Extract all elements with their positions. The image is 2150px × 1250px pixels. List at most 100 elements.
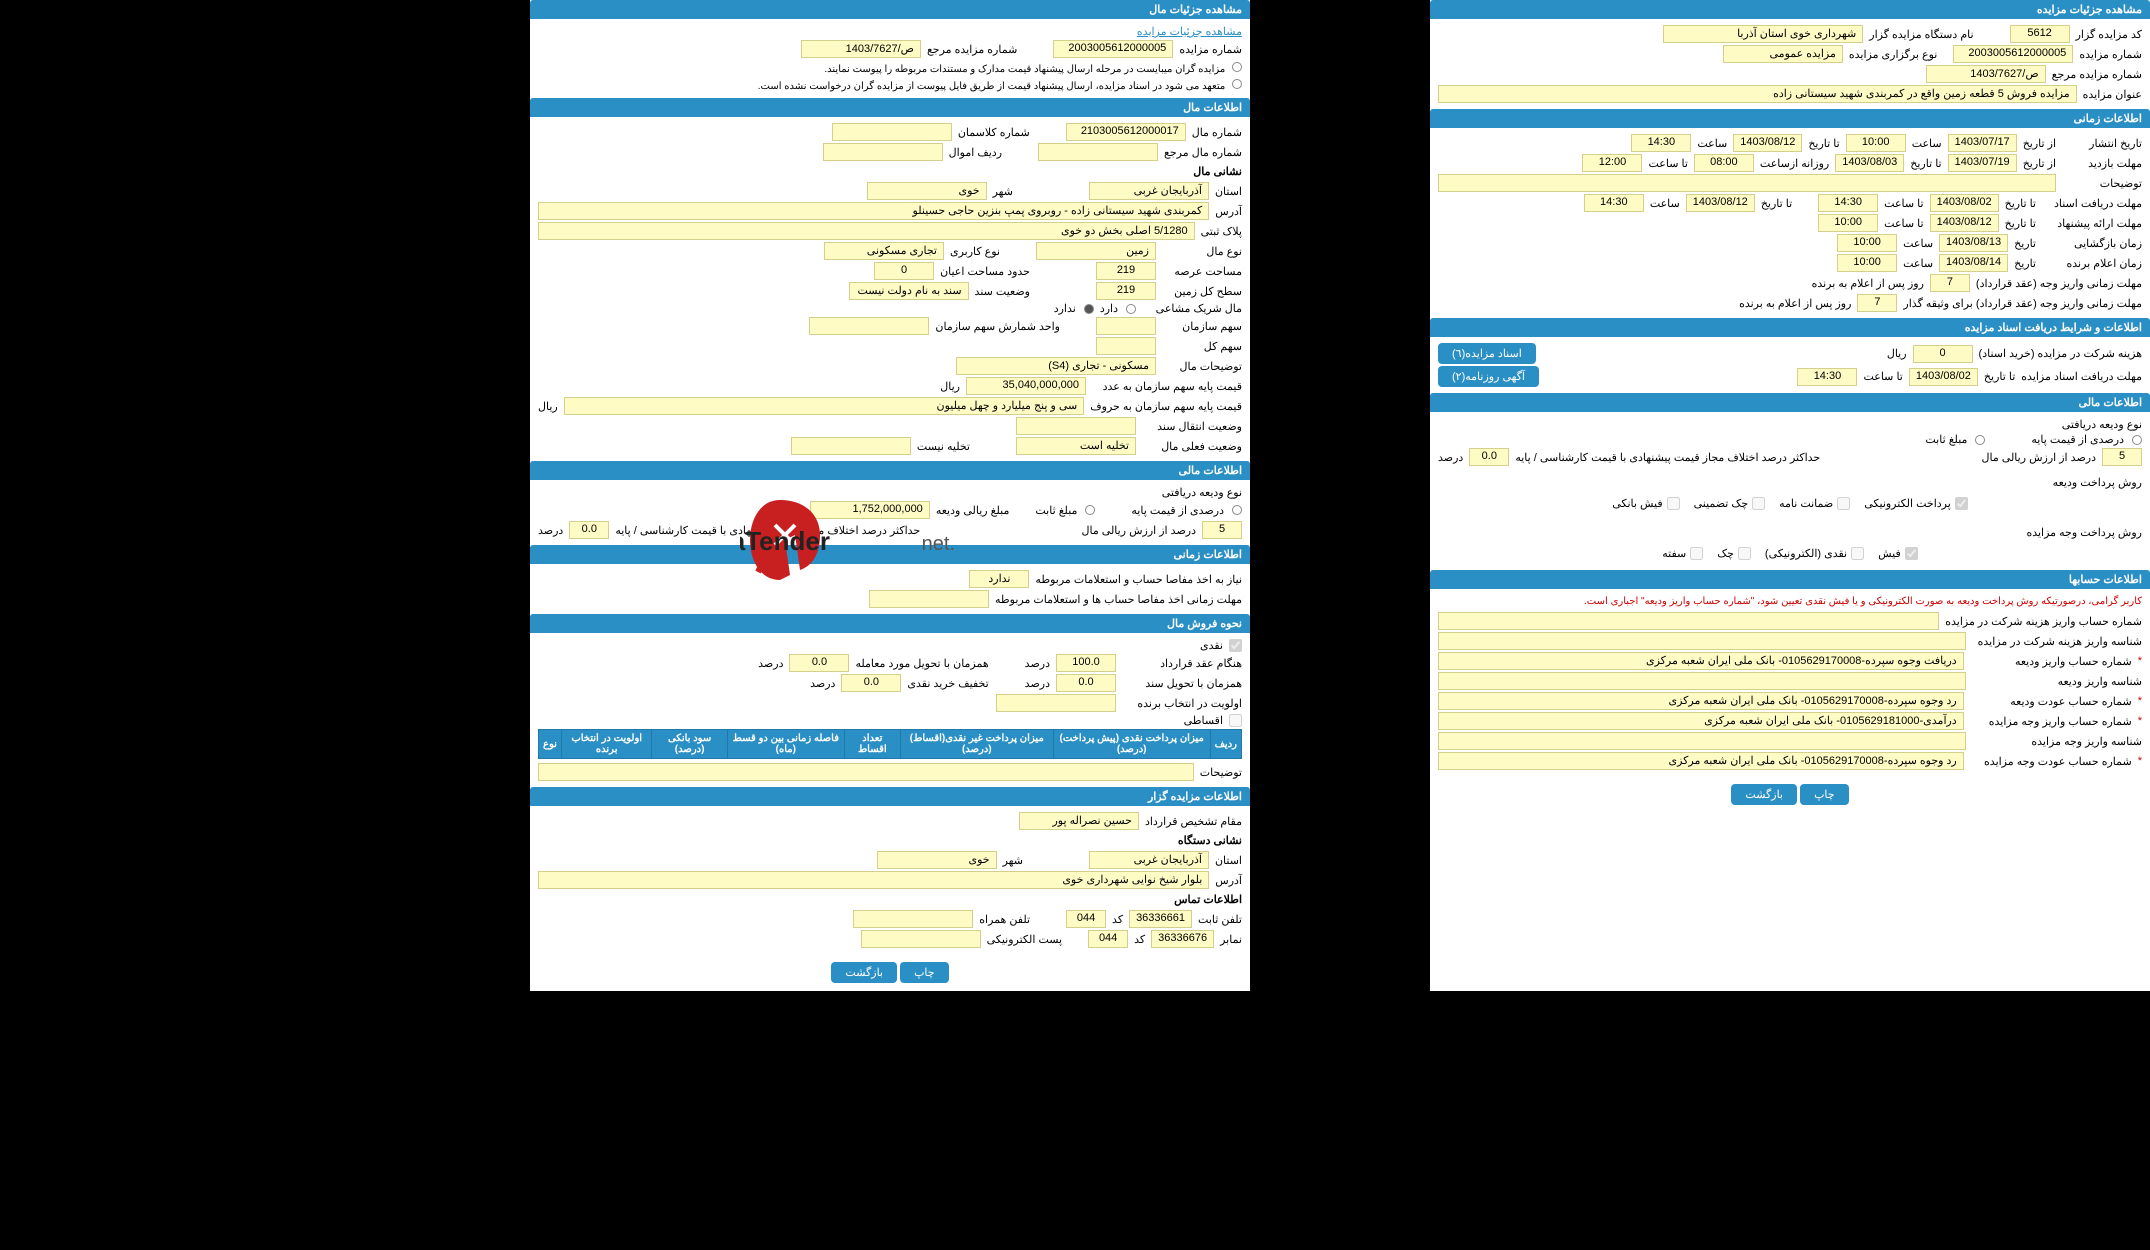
fld-city: خوی (867, 182, 987, 200)
fld-doc-transfer: 0.0 (1056, 674, 1116, 692)
fld-receive-d: 1403/08/02 (1909, 368, 1978, 386)
fld-addr: کمربندی شهید سیستانی زاده - روبروی پمپ ب… (538, 202, 1209, 220)
chk-slip[interactable] (1905, 547, 1918, 560)
th-count: تعداد اقساط (844, 730, 900, 759)
lbl-open: زمان بازگشایی (2042, 237, 2142, 250)
fld-device: شهرداری خوی استان آذربا (1663, 25, 1863, 43)
th-type: نوع (539, 730, 562, 759)
fld-acc6: درآمدی-0105629181000- بانک ملی ایران شعب… (1438, 712, 1964, 730)
fld-priority (996, 694, 1116, 712)
fld-publish-to-t: 14:30 (1631, 134, 1691, 152)
radio-pct-l[interactable] (1232, 505, 1242, 515)
fld-doc-t2: 14:30 (1584, 194, 1644, 212)
fld-desc (1438, 174, 2056, 192)
fld-code1: 044 (1066, 910, 1106, 928)
lbl-from: از تاریخ (2023, 137, 2056, 150)
chk-cash[interactable] (1229, 639, 1242, 652)
lbl-pay-deadline: مهلت زمانی واریز وجه (عقد قرارداد) (1976, 277, 2142, 290)
sub-contact: اطلاعات تماس (538, 891, 1242, 908)
fld-use-type: تجاری مسکونی (824, 242, 944, 260)
fld-city2: خوی (877, 851, 997, 869)
fld-province2: آذربایجان غربی (1089, 851, 1209, 869)
fld-pct-l: 5 (1202, 521, 1242, 539)
fld-acc3: دریافت وجوه سپرده-0105629170008- بانک مل… (1438, 652, 1964, 670)
fld-fax: 36336676 (1151, 930, 1214, 948)
fld-vacate (791, 437, 911, 455)
fld-authority: حسین نصراله پور (1019, 812, 1139, 830)
btn-ads[interactable]: آگهی روزنامه(٢) (1438, 366, 1539, 387)
fld-asset-type: زمین (1036, 242, 1156, 260)
btn-back-l[interactable]: بازگشت (831, 962, 897, 983)
th-noncash: میزان پرداخت غیر نقدی(اقساط) (درصد) (900, 730, 1053, 759)
chk-installment[interactable] (1229, 714, 1242, 727)
fld-phone: 36336661 (1129, 910, 1192, 928)
th-row: ردیف (1210, 730, 1241, 759)
radio-fixed[interactable] (1975, 435, 1985, 445)
fld-acc7 (1438, 732, 1966, 750)
fld-auction-code: 5612 (2010, 25, 2070, 43)
fld-acc5: رد وجوه سپرده-0105629170008- بانک ملی ای… (1438, 692, 1964, 710)
radio-fixed-l[interactable] (1085, 505, 1095, 515)
sec-doc-receive: اطلاعات و شرایط دریافت اسناد مزایده (1430, 318, 2150, 337)
right-column: مشاهده جزئیات مزایده کد مزایده گزار 5612… (1430, 0, 2150, 991)
fld-area: 219 (1096, 262, 1156, 280)
notice1: مزایده گران میبایست در مرحله ارسال پیشنه… (538, 60, 1242, 77)
radio-percent[interactable] (2132, 435, 2142, 445)
lbl-publish: تاریخ انتشار (2062, 137, 2142, 150)
btn-back-r[interactable]: بازگشت (1731, 784, 1797, 805)
fld-title: مزایده فروش 5 قطعه زمین واقع در کمربندی … (1438, 85, 2077, 103)
fld-receive-t: 14:30 (1797, 368, 1857, 386)
fld-publish-to: 1403/08/12 (1733, 134, 1802, 152)
fld-addr2: بلوار شیخ نوایی شهرداری خوی (538, 871, 1209, 889)
th-priority: اولویت در انتخاب برنده (561, 730, 651, 759)
radio-has[interactable] (1126, 304, 1136, 314)
fld-visit-to: 1403/08/03 (1835, 154, 1904, 172)
sec-sale: نحوه فروش مال (530, 614, 1250, 633)
notice2: متعهد می شود در اسناد مزایده، ارسال پیشن… (538, 77, 1242, 94)
fld-open-t: 10:00 (1837, 234, 1897, 252)
th-interest: سود بانکی (درصد) (652, 730, 727, 759)
fld-pay-days2: 7 (1857, 294, 1897, 312)
fld-l-ref: ص/1403/7627 (801, 40, 921, 58)
th-prepay: میزان پرداخت نقدی (پیش پرداخت) (درصد) (1053, 730, 1210, 759)
fld-publish-from-t: 10:00 (1846, 134, 1906, 152)
chk-check[interactable] (1738, 547, 1751, 560)
lbl-deposit-method: روش پرداخت ودیعه (2053, 476, 2142, 489)
fld-acc2 (1438, 632, 1966, 650)
fld-announce-t: 10:00 (1837, 254, 1897, 272)
logo-text: AriaTender (740, 526, 830, 556)
chk-guarantee-chk[interactable] (1752, 497, 1765, 510)
chk-cash-e[interactable] (1851, 547, 1864, 560)
fld-daily-to: 12:00 (1582, 154, 1642, 172)
sec-financial-l: اطلاعات مالی (530, 461, 1250, 480)
sub-address: نشانی مال (538, 163, 1242, 180)
sec-auction-info: مشاهده جزئیات مزایده (1430, 0, 2150, 19)
sec-accounts: اطلاعات حسابها (1430, 570, 2150, 589)
fld-contract: 100.0 (1056, 654, 1116, 672)
fld-visit-from: 1403/07/19 (1948, 154, 2017, 172)
lbl-doc-receive: مهلت دریافت اسناد مزایده (2021, 370, 2142, 383)
lbl-participate-fee: هزینه شرکت در مزایده (خرید اسناد) (1979, 347, 2142, 360)
lbl-title: عنوان مزایده (2083, 88, 2142, 101)
fld-email (861, 930, 981, 948)
fld-doc-d: 1403/08/02 (1930, 194, 1999, 212)
sec-asset: مشاهده جزئیات مال (530, 0, 1250, 19)
chk-promissory[interactable] (1690, 547, 1703, 560)
watermark-logo: AriaTender .net (740, 480, 980, 603)
asset-details-link[interactable]: مشاهده جزئیات مزایده (1137, 25, 1242, 38)
chk-guarantee[interactable] (1837, 497, 1850, 510)
fld-delivery: 0.0 (789, 654, 849, 672)
lbl-auction-num: شماره مزایده (2079, 48, 2142, 61)
btn-docs[interactable]: اسناد مزایده(٦) (1438, 343, 1536, 364)
chk-electronic[interactable] (1955, 497, 1968, 510)
lbl-visit: مهلت بازدید (2062, 157, 2142, 170)
btn-print-r[interactable]: چاپ (1800, 784, 1849, 805)
btn-print-l[interactable]: چاپ (900, 962, 949, 983)
fld-sale-desc (538, 763, 1194, 781)
fld-base-price: 35,040,000,000 (966, 377, 1086, 395)
fld-total-area: 219 (1096, 282, 1156, 300)
fld-holding-type: مزایده عمومی (1723, 45, 1843, 63)
chk-bank-slip[interactable] (1667, 497, 1680, 510)
radio-not-has[interactable] (1084, 304, 1094, 314)
account-notice: کاربر گرامی، درصورتیکه روش پرداخت ودیعه … (1438, 593, 2142, 610)
